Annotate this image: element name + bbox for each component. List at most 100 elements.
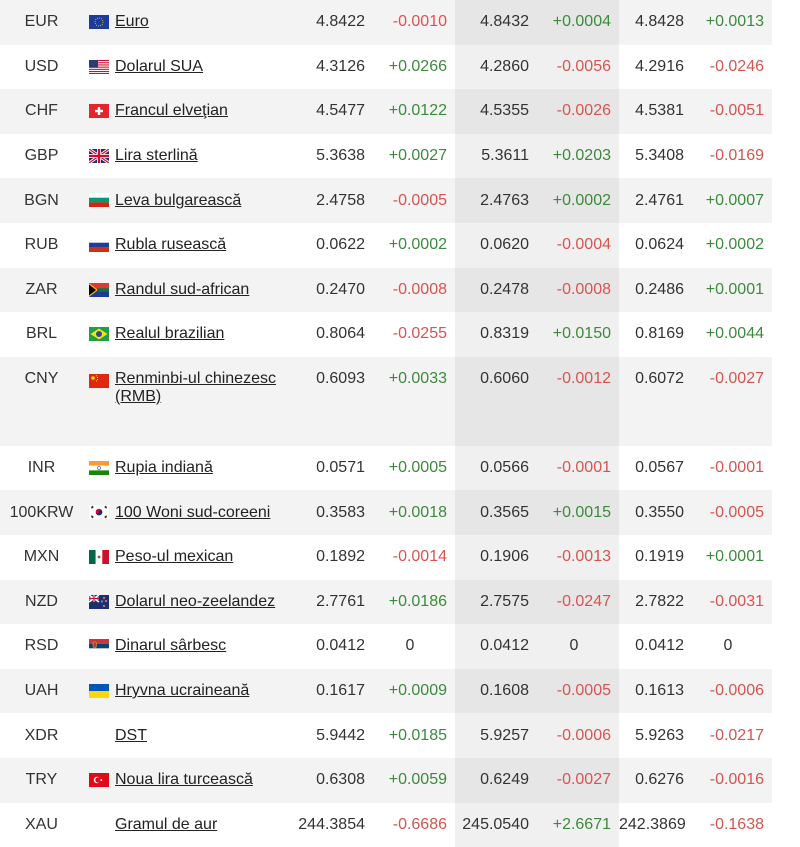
rate-change-3: -0.0001: [692, 446, 772, 491]
rate-change-1: +0.0266: [373, 45, 455, 90]
flag-cell: [83, 357, 115, 446]
rate-value-1: 5.9442: [298, 713, 373, 758]
flag-cell: [83, 535, 115, 580]
currency-name-link[interactable]: Randul sud-african: [115, 281, 249, 298]
rate-value-3: 0.2486: [619, 268, 692, 313]
rate-change-3: +0.0007: [692, 178, 772, 223]
rate-change-3: -0.0051: [692, 89, 772, 134]
rate-change-2: -0.0006: [537, 713, 619, 758]
rate-value-3: 0.6072: [619, 357, 692, 446]
currency-code: CHF: [0, 89, 83, 134]
rate-value-3: 0.6276: [619, 758, 692, 803]
rate-change-3: -0.0217: [692, 713, 772, 758]
rate-change-1: +0.0185: [373, 713, 455, 758]
rate-value-3: 0.3550: [619, 490, 692, 535]
rate-change-2: +0.0015: [537, 490, 619, 535]
rate-value-2: 0.0620: [455, 223, 537, 268]
rate-value-1: 0.8064: [298, 312, 373, 357]
rate-value-3: 2.7822: [619, 580, 692, 625]
kr-flag-icon: [89, 505, 109, 519]
currency-name-link[interactable]: Dolarul neo-zeelandez: [115, 593, 275, 610]
rate-change-3: -0.0016: [692, 758, 772, 803]
flag-cell: [83, 669, 115, 714]
currency-name-link[interactable]: Euro: [115, 13, 149, 30]
rate-change-1: -0.0255: [373, 312, 455, 357]
currency-name-cell: Noua lira turcească: [115, 758, 298, 803]
rate-change-2: -0.0004: [537, 223, 619, 268]
rate-value-2: 0.1608: [455, 669, 537, 714]
rate-value-3: 242.3869: [619, 803, 692, 847]
rate-value-2: 5.3611: [455, 134, 537, 179]
currency-name-link[interactable]: Dolarul SUA: [115, 58, 203, 75]
flag-cell: [83, 713, 115, 758]
rate-change-2: -0.0008: [537, 268, 619, 313]
currency-name-link[interactable]: Gramul de aur: [115, 816, 217, 833]
rate-value-2: 2.7575: [455, 580, 537, 625]
us-flag-icon: [89, 60, 109, 74]
currency-name-cell: Dinarul sârbesc: [115, 624, 298, 669]
flag-cell: [83, 134, 115, 179]
flag-cell: [83, 803, 115, 847]
tr-flag-icon: [89, 773, 109, 787]
rate-change-3: -0.0006: [692, 669, 772, 714]
rate-value-3: 0.8169: [619, 312, 692, 357]
rate-value-2: 0.6249: [455, 758, 537, 803]
rate-change-2: +0.0203: [537, 134, 619, 179]
rate-change-3: -0.0031: [692, 580, 772, 625]
currency-name-link[interactable]: Realul brazilian: [115, 325, 224, 342]
currency-code: RUB: [0, 223, 83, 268]
rate-value-2: 0.1906: [455, 535, 537, 580]
rate-change-1: -0.6686: [373, 803, 455, 847]
rate-change-3: +0.0001: [692, 535, 772, 580]
rate-change-1: -0.0008: [373, 268, 455, 313]
currency-name-cell: 100 Woni sud-coreeni: [115, 490, 298, 535]
rate-change-1: -0.0010: [373, 0, 455, 45]
currency-name-link[interactable]: Rubla rusească: [115, 236, 226, 253]
rate-change-2: -0.0005: [537, 669, 619, 714]
currency-name-cell: Rupia indiană: [115, 446, 298, 491]
rate-value-1: 0.0412: [298, 624, 373, 669]
rate-value-2: 4.2860: [455, 45, 537, 90]
rate-change-2: +2.6671: [537, 803, 619, 847]
in-flag-icon: [89, 461, 109, 475]
currency-name-link[interactable]: 100 Woni sud-coreeni: [115, 504, 270, 521]
rate-change-3: -0.0169: [692, 134, 772, 179]
flag-cell: [83, 223, 115, 268]
flag-cell: [83, 45, 115, 90]
rate-value-1: 0.0622: [298, 223, 373, 268]
currency-name-link[interactable]: Hryvna ucraineană: [115, 682, 249, 699]
rate-change-2: -0.0001: [537, 446, 619, 491]
currency-name-link[interactable]: DST: [115, 727, 147, 744]
currency-code: XAU: [0, 803, 83, 847]
currency-name-link[interactable]: Renminbi-ul chinezesc (RMB): [115, 370, 276, 405]
rate-change-3: -0.0246: [692, 45, 772, 90]
rate-value-3: 0.0567: [619, 446, 692, 491]
rate-change-3: +0.0002: [692, 223, 772, 268]
rate-change-2: -0.0013: [537, 535, 619, 580]
currency-name-link[interactable]: Noua lira turcească: [115, 771, 253, 788]
currency-name-link[interactable]: Francul elveţian: [115, 102, 228, 119]
rate-value-3: 5.3408: [619, 134, 692, 179]
currency-code: USD: [0, 45, 83, 90]
currency-name-link[interactable]: Rupia indiană: [115, 459, 213, 476]
currency-name-link[interactable]: Leva bulgarească: [115, 192, 241, 209]
rate-value-1: 4.5477: [298, 89, 373, 134]
rate-value-3: 0.1613: [619, 669, 692, 714]
currency-name-cell: Leva bulgarească: [115, 178, 298, 223]
currency-name-link[interactable]: Lira sterlină: [115, 147, 198, 164]
flag-cell: [83, 580, 115, 625]
flag-cell: [83, 89, 115, 134]
currency-name-link[interactable]: Peso-ul mexican: [115, 548, 233, 565]
rate-value-2: 2.4763: [455, 178, 537, 223]
rate-value-1: 0.1892: [298, 535, 373, 580]
flag-cell: [83, 178, 115, 223]
currency-name-link[interactable]: Dinarul sârbesc: [115, 637, 226, 654]
